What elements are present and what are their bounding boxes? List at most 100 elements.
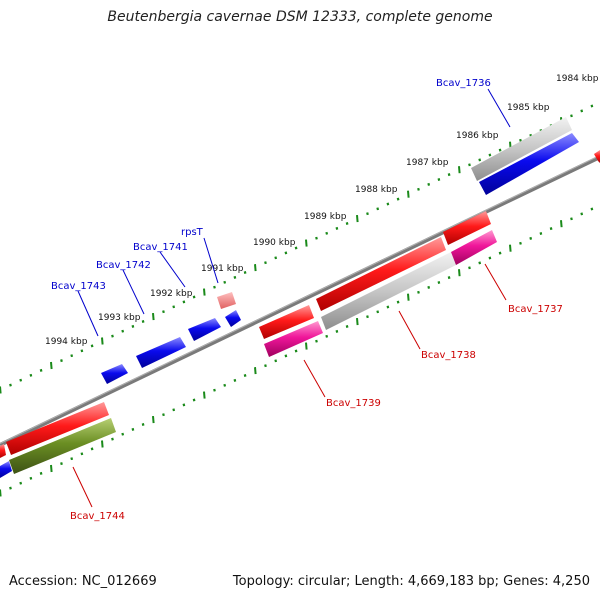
scale-tick bbox=[437, 178, 441, 181]
scale-tick bbox=[162, 413, 165, 417]
scale-tick bbox=[315, 339, 318, 343]
inner-scale-ruler bbox=[0, 207, 594, 497]
scale-tick bbox=[223, 280, 227, 284]
scale-tick bbox=[417, 187, 420, 191]
gene-feature[interactable] bbox=[264, 321, 323, 357]
scale-tick bbox=[366, 212, 369, 216]
scale-tick bbox=[498, 148, 502, 152]
scale-tick bbox=[39, 368, 43, 372]
map-title: Beutenbergia cavernae DSM 12333, complet… bbox=[107, 9, 493, 25]
scale-tick bbox=[70, 354, 74, 358]
scale-tick bbox=[580, 212, 584, 216]
gene-feature[interactable] bbox=[259, 305, 314, 339]
leader-line bbox=[398, 310, 421, 350]
scale-tick bbox=[274, 256, 278, 260]
scale-tick bbox=[50, 464, 53, 473]
scale-tick bbox=[152, 416, 155, 424]
leader-line bbox=[484, 263, 507, 301]
scale-tick bbox=[478, 261, 482, 265]
scale-tick bbox=[90, 447, 94, 451]
gene-feature[interactable] bbox=[316, 237, 446, 311]
gene-label[interactable]: rpsT bbox=[181, 227, 204, 238]
reverse-strand-genes bbox=[0, 211, 497, 474]
scale-tick bbox=[488, 256, 492, 260]
scale-tick bbox=[121, 329, 125, 333]
gene-feature[interactable] bbox=[9, 418, 116, 474]
scale-tick bbox=[19, 481, 23, 485]
scale-tick bbox=[60, 359, 63, 363]
scale-tick bbox=[396, 300, 400, 304]
gene-feature[interactable] bbox=[217, 292, 236, 309]
gene-feature[interactable] bbox=[451, 230, 497, 265]
scale-label: 1988 kbp bbox=[355, 185, 398, 195]
scale-tick bbox=[162, 310, 165, 314]
gene-feature[interactable] bbox=[225, 310, 241, 327]
gene-feature[interactable] bbox=[6, 402, 109, 455]
gene-feature[interactable] bbox=[0, 444, 6, 458]
scale-tick bbox=[468, 163, 471, 167]
gene-feature[interactable] bbox=[136, 337, 186, 368]
gene-feature[interactable] bbox=[479, 133, 579, 195]
scale-label: 1984 kbp bbox=[556, 74, 599, 84]
scale-tick bbox=[101, 440, 104, 448]
scale-tick bbox=[254, 264, 257, 272]
scale-tick bbox=[90, 344, 94, 348]
scale-tick bbox=[243, 374, 247, 377]
gene-label[interactable]: Bcav_1737 bbox=[508, 304, 563, 315]
gene-feature[interactable] bbox=[0, 461, 12, 478]
scale-tick bbox=[356, 215, 359, 223]
scale-tick bbox=[141, 423, 145, 426]
scale-tick bbox=[192, 295, 196, 299]
scale-tick bbox=[131, 324, 135, 328]
scale-tick bbox=[172, 408, 176, 412]
scale-tick bbox=[468, 266, 471, 270]
gene-feature[interactable] bbox=[188, 318, 221, 341]
scale-tick bbox=[294, 349, 298, 353]
outer-scale-ruler bbox=[0, 104, 594, 394]
scale-tick bbox=[570, 114, 573, 118]
leader-line bbox=[72, 466, 93, 508]
scale-tick bbox=[529, 236, 533, 240]
scale-label: 1989 kbp bbox=[304, 212, 347, 222]
scale-tick bbox=[305, 342, 308, 350]
scale-tick bbox=[243, 271, 247, 274]
scale-tick bbox=[570, 217, 573, 221]
gene-label[interactable]: Bcav_1739 bbox=[326, 398, 381, 409]
scale-label: 1990 kbp bbox=[253, 238, 296, 248]
scale-tick bbox=[80, 349, 84, 353]
scale-tick bbox=[264, 261, 267, 265]
scale-label: 1992 kbp bbox=[150, 289, 193, 299]
gene-label[interactable]: Bcav_1744 bbox=[70, 511, 125, 522]
gene-feature[interactable] bbox=[321, 252, 456, 330]
scale-tick bbox=[131, 427, 135, 431]
gene-label[interactable]: Bcav_1738 bbox=[421, 350, 476, 361]
scale-tick bbox=[111, 334, 114, 338]
scale-tick bbox=[254, 367, 257, 375]
gene-feature[interactable] bbox=[443, 211, 491, 245]
genome-backbone bbox=[0, 155, 600, 447]
scale-label: 1994 kbp bbox=[45, 337, 88, 347]
scale-tick bbox=[203, 391, 206, 399]
scale-tick bbox=[396, 197, 400, 201]
gene-feature[interactable] bbox=[471, 117, 572, 181]
scale-tick bbox=[182, 300, 186, 304]
scale-tick bbox=[335, 329, 339, 333]
gene-feature[interactable] bbox=[101, 364, 128, 384]
gene-label[interactable]: Bcav_1743 bbox=[51, 281, 106, 292]
scale-label: 1991 kbp bbox=[201, 264, 244, 274]
reverse-gene-labels: Bcav_1737 Bcav_1738 Bcav_1739 Bcav_1744 bbox=[70, 263, 563, 522]
scale-tick bbox=[264, 364, 267, 368]
gene-label[interactable]: Bcav_1741 bbox=[133, 242, 188, 253]
scale-tick bbox=[427, 285, 431, 289]
scale-tick bbox=[356, 318, 359, 326]
scale-tick bbox=[488, 153, 492, 157]
genome-backbone-highlight bbox=[0, 155, 600, 444]
gene-label[interactable]: Bcav_1742 bbox=[96, 260, 151, 271]
gene-label[interactable]: Bcav_1736 bbox=[436, 78, 491, 89]
scale-tick bbox=[407, 293, 410, 301]
scale-tick bbox=[386, 202, 390, 206]
gene-feature[interactable] bbox=[594, 150, 600, 163]
forward-strand-genes bbox=[0, 117, 600, 478]
scale-tick bbox=[519, 138, 522, 142]
